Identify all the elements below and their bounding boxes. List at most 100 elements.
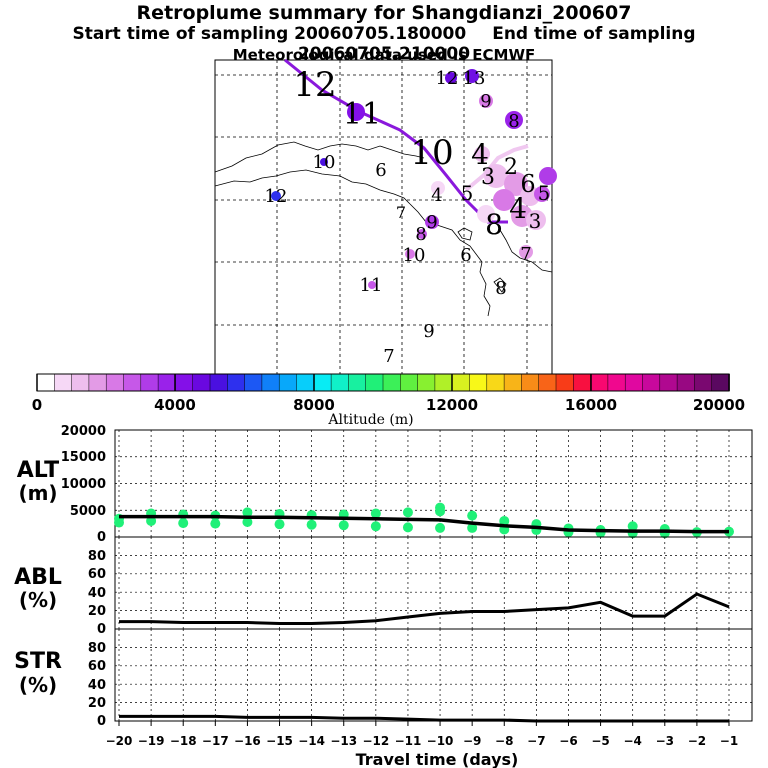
particle-dot bbox=[484, 164, 508, 188]
particle-dot bbox=[425, 215, 439, 229]
particle-dot bbox=[417, 229, 427, 239]
colorbar-cell bbox=[71, 373, 90, 392]
day-label: 6 bbox=[460, 245, 471, 266]
colorbar-cell bbox=[313, 373, 332, 392]
day-label: 8 bbox=[495, 278, 506, 299]
str-ytick-label: 40 bbox=[88, 678, 106, 693]
alt-particle-point bbox=[274, 519, 285, 530]
particle-dot bbox=[479, 94, 493, 108]
colorbar-cell bbox=[244, 373, 263, 392]
colorbar-cell bbox=[417, 373, 436, 392]
alt-particle-point bbox=[210, 518, 221, 529]
x-tick-label: −10 bbox=[427, 734, 454, 748]
x-tick-label: −19 bbox=[138, 734, 165, 748]
day-label: 4 bbox=[509, 192, 527, 225]
colorbar-tick-label: 20000 bbox=[693, 396, 745, 414]
day-label: 10 bbox=[313, 152, 336, 173]
colorbar-tick-label: 4000 bbox=[154, 396, 196, 414]
alt-particle-point bbox=[242, 517, 253, 528]
alt-particle-point bbox=[435, 506, 446, 517]
abl-ytick-label: 20 bbox=[88, 604, 106, 619]
x-tick-label: −13 bbox=[330, 734, 357, 748]
str-plot-frame bbox=[114, 628, 753, 722]
x-tick-label: −7 bbox=[527, 734, 545, 748]
colorbar-cell bbox=[642, 373, 661, 392]
colorbar-cell bbox=[365, 373, 384, 392]
colorbar-cell bbox=[624, 373, 644, 392]
colorbar-cell bbox=[54, 373, 73, 392]
day-label: 4 bbox=[471, 138, 489, 171]
start-time-label: Start time of sampling 20060705.180000 bbox=[72, 24, 467, 44]
x-tick-label: −20 bbox=[106, 734, 133, 748]
day-label: 6 bbox=[375, 160, 386, 181]
x-tick-label: −4 bbox=[623, 734, 641, 748]
colorbar-cell bbox=[694, 373, 713, 392]
str-ytick-label: 60 bbox=[88, 659, 106, 674]
day-label: 5 bbox=[461, 181, 474, 205]
day-label: 12 bbox=[436, 68, 459, 89]
particle-clusters bbox=[271, 69, 557, 289]
alt-panel-title: ALT bbox=[17, 458, 59, 483]
alt-particle-point bbox=[370, 521, 381, 532]
colorbar-cell bbox=[711, 373, 730, 392]
day-label: 9 bbox=[480, 91, 491, 112]
end-time-label: End time of sampling 20060705.210000 bbox=[297, 24, 696, 64]
abl-panel: ABL (%) 0 20 40 60 80 bbox=[14, 536, 753, 637]
x-tick-label: −15 bbox=[266, 734, 293, 748]
colorbar-cell bbox=[538, 373, 557, 392]
alt-particle-point bbox=[114, 517, 124, 528]
colorbar-cell bbox=[140, 373, 159, 392]
colorbar-cell bbox=[434, 373, 453, 392]
day-number-labels: 12 11 10 4 12 13 9 8 10 6 12 7 4 9 8 10 … bbox=[265, 65, 551, 367]
day-label: 7 bbox=[396, 203, 406, 222]
colorbar-cell bbox=[486, 373, 505, 392]
alt-particle-point bbox=[402, 507, 413, 518]
alt-particle-point bbox=[338, 520, 349, 531]
colorbar-cell bbox=[590, 373, 609, 392]
alt-ytick-label: 5000 bbox=[70, 504, 106, 519]
x-tick-label: −8 bbox=[495, 734, 513, 748]
day-label: 8 bbox=[485, 208, 503, 241]
day-label: 10 bbox=[410, 133, 453, 173]
colorbar-cell bbox=[555, 373, 575, 392]
colorbar-tick-label: 8000 bbox=[293, 396, 335, 414]
day-label: 9 bbox=[426, 212, 437, 233]
day-label: 5 bbox=[538, 181, 551, 205]
particle-dot bbox=[347, 103, 365, 121]
abl-ytick-label: 40 bbox=[88, 586, 106, 601]
particle-dot bbox=[320, 158, 328, 166]
alt-panel-unit: (m) bbox=[18, 481, 57, 505]
day-label: 8 bbox=[508, 111, 519, 132]
colorbar-cell bbox=[382, 373, 402, 392]
alt-ytick-label: 10000 bbox=[61, 477, 106, 492]
day-label: 8 bbox=[415, 224, 426, 245]
colorbar-cell bbox=[503, 373, 523, 392]
x-tick-label: −16 bbox=[234, 734, 261, 748]
alt-particle-point bbox=[402, 522, 413, 533]
abl-ytick-label: 0 bbox=[97, 622, 106, 637]
x-tick-label: −2 bbox=[688, 734, 706, 748]
alt-particle-point bbox=[467, 510, 478, 521]
x-axis-label: Travel time (days) bbox=[356, 750, 519, 768]
colorbar-cell bbox=[451, 373, 471, 392]
str-panel-unit: (%) bbox=[19, 673, 57, 697]
x-tick-label: −3 bbox=[656, 734, 674, 748]
colorbar-cell bbox=[175, 373, 194, 392]
alt-particle-point bbox=[499, 515, 510, 526]
colorbar-cell bbox=[157, 373, 177, 392]
alt-particle-point bbox=[435, 522, 446, 533]
colorbar-cell bbox=[36, 373, 56, 392]
x-tick-label: −17 bbox=[202, 734, 229, 748]
colorbar-tick-label: 12000 bbox=[426, 396, 478, 414]
particle-dot bbox=[519, 245, 533, 259]
abl-panel-unit: (%) bbox=[19, 588, 57, 612]
colorbar-cell bbox=[209, 373, 229, 392]
alt-particle-point bbox=[146, 515, 157, 526]
x-tick-label: −11 bbox=[395, 734, 422, 748]
day-label: 7 bbox=[520, 244, 531, 265]
particle-dot bbox=[539, 167, 557, 185]
colorbar-cell bbox=[607, 373, 626, 392]
colorbar-cell bbox=[227, 373, 246, 392]
colorbar-cell bbox=[192, 373, 211, 392]
